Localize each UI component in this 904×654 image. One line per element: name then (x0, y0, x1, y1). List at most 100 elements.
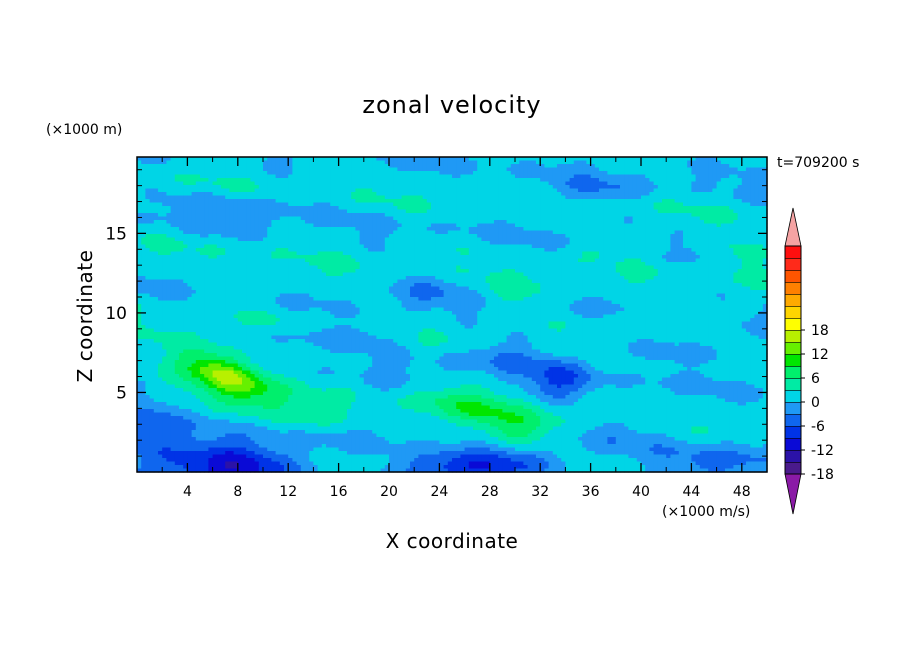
heatmap-cell (666, 209, 671, 214)
heatmap-cell (158, 157, 163, 162)
heatmap-cell (586, 167, 592, 172)
heatmap-cell (762, 192, 768, 197)
heatmap-cell (733, 237, 739, 242)
heatmap-cell (594, 199, 600, 204)
heatmap-cell (191, 178, 197, 183)
heatmap-cell (678, 227, 684, 232)
heatmap-cell (233, 202, 239, 207)
heatmap-cell (615, 209, 621, 214)
heatmap-cell (699, 209, 705, 214)
heatmap-cell (279, 188, 285, 193)
heatmap-cell (326, 255, 331, 260)
heatmap-cell (200, 265, 205, 270)
heatmap-cell (758, 244, 764, 249)
heatmap-cell (527, 213, 533, 218)
heatmap-cell (271, 262, 277, 267)
heatmap-cell (762, 265, 768, 270)
heatmap-cell (254, 241, 260, 246)
heatmap-cell (611, 248, 617, 253)
heatmap-cell (519, 188, 524, 193)
heatmap-cell (271, 202, 277, 207)
heatmap-cell (174, 181, 180, 186)
heatmap-cell (452, 167, 457, 172)
heatmap-cell (578, 192, 583, 197)
heatmap-cell (557, 251, 562, 256)
heatmap-cell (153, 209, 159, 214)
heatmap-cell (712, 262, 718, 267)
heatmap-cell (628, 234, 634, 239)
heatmap-cell (410, 188, 415, 193)
heatmap-cell (267, 202, 272, 207)
heatmap-cell (603, 269, 608, 274)
heatmap-cell (191, 227, 197, 232)
heatmap-cell (250, 265, 256, 270)
heatmap-cell (149, 237, 155, 242)
heatmap-cell (586, 174, 592, 179)
heatmap-cell (321, 241, 327, 246)
heatmap-cell (620, 220, 625, 225)
heatmap-cell (687, 258, 692, 263)
heatmap-cell (473, 216, 478, 221)
heatmap-cell (674, 262, 680, 267)
heatmap-cell (229, 248, 235, 253)
heatmap-cell (527, 227, 533, 232)
heatmap-cell (263, 185, 268, 190)
heatmap-cell (225, 195, 230, 200)
heatmap-cell (607, 206, 613, 211)
heatmap-cell (523, 185, 529, 190)
heatmap-cell (426, 244, 432, 249)
heatmap-cell (624, 209, 629, 214)
heatmap-cell (494, 206, 499, 211)
heatmap-cell (254, 244, 260, 249)
heatmap-cell (233, 258, 239, 263)
heatmap-cell (683, 178, 688, 183)
heatmap-cell (670, 262, 676, 267)
heatmap-cell (746, 251, 751, 256)
heatmap-cell (263, 188, 268, 193)
heatmap-cell (447, 195, 453, 200)
heatmap-cell (653, 216, 659, 221)
heatmap-cell (137, 223, 142, 228)
heatmap-cell (368, 167, 373, 172)
heatmap-cell (670, 237, 676, 242)
heatmap-cell (649, 202, 655, 207)
heatmap-cell (620, 265, 625, 270)
heatmap-cell (447, 258, 453, 263)
heatmap-cell (414, 185, 419, 190)
heatmap-cell (590, 265, 596, 270)
heatmap-cell (536, 157, 541, 162)
heatmap-cell (536, 181, 541, 186)
heatmap-cell (137, 174, 142, 179)
heatmap-cell (359, 192, 365, 197)
heatmap-cell (573, 199, 579, 204)
heatmap-cell (204, 265, 209, 270)
heatmap-cell (426, 237, 432, 242)
heatmap-cell (384, 262, 390, 267)
heatmap-cell (645, 157, 650, 162)
heatmap-cell (246, 269, 251, 274)
heatmap-cell (225, 255, 230, 260)
heatmap-cell (645, 241, 650, 246)
heatmap-cell (229, 220, 235, 225)
heatmap-cell (603, 220, 608, 225)
heatmap-cell (641, 174, 646, 179)
heatmap-cell (317, 202, 323, 207)
heatmap-cell (746, 199, 751, 204)
heatmap-cell (704, 181, 709, 186)
heatmap-cell (363, 209, 369, 214)
heatmap-cell (342, 160, 348, 165)
heatmap-cell (355, 262, 361, 267)
heatmap-cell (372, 251, 377, 256)
heatmap-cell (699, 265, 705, 270)
heatmap-cell (729, 251, 734, 256)
heatmap-cell (208, 160, 214, 165)
heatmap-cell (221, 248, 226, 253)
heatmap-cell (275, 237, 281, 242)
heatmap-cell (477, 220, 482, 225)
heatmap-cell (372, 202, 377, 207)
heatmap-cell (662, 241, 667, 246)
heatmap-cell (233, 237, 239, 242)
heatmap-cell (620, 181, 625, 186)
heatmap-cell (641, 188, 646, 193)
heatmap-cell (544, 185, 550, 190)
